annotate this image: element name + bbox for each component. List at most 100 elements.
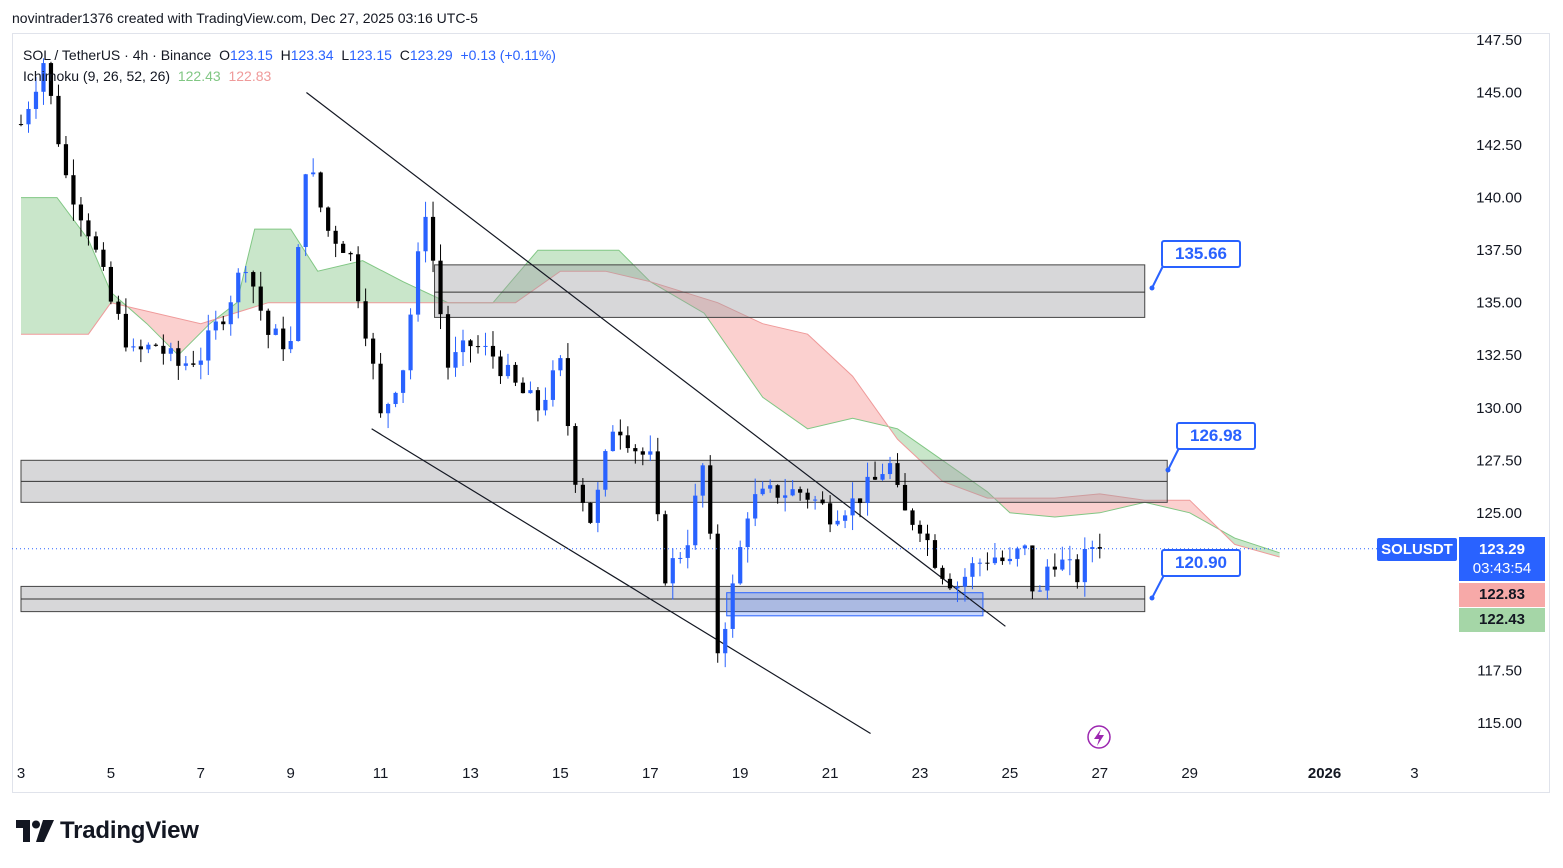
candle-bullish [198, 360, 203, 365]
candle-bearish [266, 310, 271, 335]
candle-bearish [318, 172, 323, 208]
candle-bearish [932, 540, 938, 568]
close-value: 123.29 [409, 47, 453, 63]
x-tick-label: 3 [1410, 765, 1418, 782]
chart-legend: SOL / TetherUS · 4h · Binance O123.15 H1… [23, 45, 556, 87]
symbol-badge: SOLUSDT [1377, 538, 1457, 561]
candle-bearish [588, 502, 593, 523]
last-price-value: 123.29 [1479, 541, 1525, 558]
candle-bullish [603, 451, 608, 490]
candle-bearish [715, 533, 720, 654]
candle-bearish [857, 498, 863, 504]
candle-bullish [311, 172, 316, 175]
tradingview-logo[interactable]: TradingView [16, 817, 199, 845]
candle-bullish [738, 547, 743, 584]
candle-bearish [798, 489, 803, 493]
candle-bearish [63, 144, 69, 176]
x-tick-label: 2026 [1308, 765, 1341, 782]
y-tick-label: 145.00 [1476, 85, 1522, 102]
candle-bullish [243, 272, 248, 274]
candle-bearish [191, 363, 196, 365]
chart-overlays [1087, 263, 1181, 749]
upper-resistance-zone [434, 264, 1146, 318]
channel-lines [306, 92, 1006, 735]
candle-bullish [460, 340, 466, 353]
symbol-label[interactable]: SOL / TetherUS · 4h · Binance [23, 47, 212, 63]
x-tick-label: 5 [107, 765, 115, 782]
candle-bullish [296, 247, 301, 342]
y-tick-label: 135.00 [1476, 295, 1522, 312]
candle-bullish [1082, 548, 1087, 583]
candle-bearish [1000, 557, 1005, 562]
candle-bullish [723, 628, 728, 654]
candle-bullish [768, 485, 773, 489]
candle-bearish [221, 321, 226, 325]
candle-bearish [48, 63, 54, 96]
callout-upper[interactable]: 135.66 [1161, 240, 1241, 268]
candle-bullish [992, 557, 998, 564]
candle-bearish [430, 216, 436, 261]
candle-bullish [850, 498, 855, 516]
y-tick-label: 125.00 [1476, 505, 1522, 522]
candle-bearish [1075, 559, 1080, 583]
candle-bullish [168, 348, 173, 354]
candle-bullish [730, 583, 735, 629]
callout-middle[interactable]: 126.98 [1176, 422, 1256, 450]
candle-bullish [1037, 590, 1042, 592]
x-tick-label: 29 [1181, 765, 1198, 782]
callout-anchor-dot [1165, 467, 1171, 473]
y-tick-label: 127.50 [1476, 452, 1522, 469]
bar-countdown: 03:43:54 [1472, 560, 1532, 577]
candle-bearish [348, 252, 353, 255]
candle-bearish [341, 243, 346, 253]
candlesticks [18, 58, 1102, 668]
candle-bearish [78, 204, 84, 221]
candle-bearish [655, 451, 660, 515]
channel-upper-line [306, 92, 1006, 627]
candle-bullish [131, 346, 136, 348]
x-tick-label: 21 [822, 765, 839, 782]
y-tick-label: 137.50 [1476, 242, 1522, 259]
y-tick-label: 142.50 [1476, 137, 1522, 154]
callout-lower[interactable]: 120.90 [1161, 549, 1241, 577]
candle-bearish [333, 230, 338, 244]
candle-bearish [71, 175, 76, 205]
candle-bearish [258, 286, 263, 311]
candle-bullish [887, 463, 893, 475]
indicator-label[interactable]: Ichimoku (9, 26, 52, 26) [23, 68, 171, 84]
x-tick-label: 3 [17, 765, 25, 782]
candle-bearish [468, 340, 473, 347]
ichimoku-tag-red: 122.83 [1459, 583, 1545, 607]
candle-bullish [393, 392, 398, 405]
candle-bullish [955, 586, 960, 589]
candle-bearish [902, 484, 908, 511]
candle-bearish [475, 346, 481, 348]
x-tick-label: 27 [1091, 765, 1108, 782]
candle-bearish [625, 435, 630, 449]
open-label: O [219, 47, 230, 63]
candle-bearish [917, 524, 923, 534]
candle-bullish [288, 341, 293, 350]
candle-bullish [1060, 559, 1065, 570]
demand-box [726, 592, 984, 617]
x-tick-label: 23 [912, 765, 929, 782]
candle-bearish [708, 465, 713, 534]
lightning-icon-glyph [1094, 729, 1104, 746]
candle-bullish [33, 91, 39, 109]
candle-bullish [1067, 559, 1072, 561]
callout-pointer [1167, 445, 1181, 471]
x-tick-label: 17 [642, 765, 659, 782]
chart-frame [12, 33, 1550, 793]
candle-bullish [745, 518, 750, 548]
candle-bearish [985, 562, 990, 564]
candle-bullish [685, 545, 690, 558]
chart-credit: novintrader1376 created with TradingView… [12, 10, 478, 26]
ichimoku-cloud [21, 197, 1280, 558]
tradingview-logo-icon [16, 820, 54, 842]
candle-bearish [535, 390, 541, 411]
candle-bullish [1007, 558, 1012, 562]
candle-bullish [670, 558, 675, 584]
candle-bullish [1090, 547, 1095, 549]
candle-bearish [895, 463, 900, 485]
